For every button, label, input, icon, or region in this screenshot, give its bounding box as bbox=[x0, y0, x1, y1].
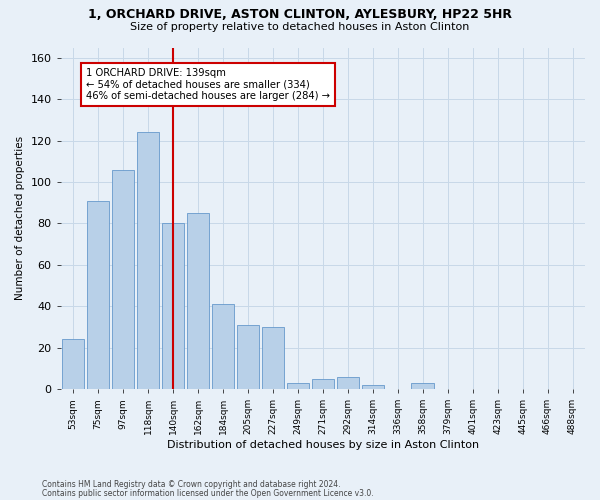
Bar bbox=[237, 325, 259, 389]
Bar bbox=[162, 224, 184, 389]
Bar bbox=[112, 170, 134, 389]
Text: 1 ORCHARD DRIVE: 139sqm
← 54% of detached houses are smaller (334)
46% of semi-d: 1 ORCHARD DRIVE: 139sqm ← 54% of detache… bbox=[86, 68, 329, 102]
Bar bbox=[412, 383, 434, 389]
Bar bbox=[137, 132, 160, 389]
Bar bbox=[87, 200, 109, 389]
Y-axis label: Number of detached properties: Number of detached properties bbox=[15, 136, 25, 300]
Bar bbox=[212, 304, 234, 389]
Text: Contains HM Land Registry data © Crown copyright and database right 2024.: Contains HM Land Registry data © Crown c… bbox=[42, 480, 341, 489]
Bar bbox=[262, 327, 284, 389]
Bar bbox=[187, 213, 209, 389]
Bar bbox=[337, 376, 359, 389]
Text: 1, ORCHARD DRIVE, ASTON CLINTON, AYLESBURY, HP22 5HR: 1, ORCHARD DRIVE, ASTON CLINTON, AYLESBU… bbox=[88, 8, 512, 20]
X-axis label: Distribution of detached houses by size in Aston Clinton: Distribution of detached houses by size … bbox=[167, 440, 479, 450]
Bar bbox=[62, 340, 85, 389]
Bar bbox=[362, 385, 384, 389]
Bar bbox=[311, 378, 334, 389]
Text: Size of property relative to detached houses in Aston Clinton: Size of property relative to detached ho… bbox=[130, 22, 470, 32]
Bar bbox=[287, 383, 309, 389]
Text: Contains public sector information licensed under the Open Government Licence v3: Contains public sector information licen… bbox=[42, 488, 374, 498]
